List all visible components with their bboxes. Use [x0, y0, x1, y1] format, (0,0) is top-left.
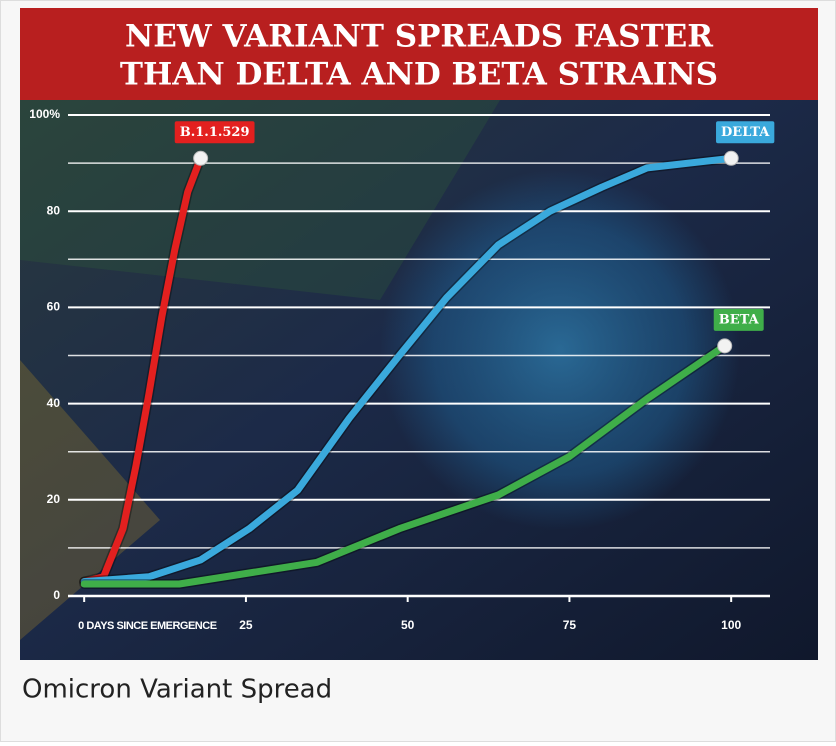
- caption: Omicron Variant Spread: [22, 675, 332, 705]
- x-tick-label: 75: [563, 618, 577, 632]
- series-label-text: DELTA: [721, 125, 770, 140]
- virus-image: [380, 170, 740, 530]
- page: 0 20 40 60 80 100% 0 DAYS SINCE EMERGENCE 25 50 7…: [0, 0, 836, 742]
- y-tick-label: 0: [53, 588, 60, 602]
- title-line: THAN DELTA AND BETA STRAINS: [120, 57, 718, 93]
- series-label-text: B.1.1.529: [180, 125, 250, 140]
- x-tick-label: 0 DAYS SINCE EMERGENCE: [78, 620, 217, 632]
- y-tick-label: 80: [47, 203, 61, 217]
- y-tick-label: 20: [47, 492, 61, 506]
- title-line: NEW VARIANT SPREADS FASTER: [125, 19, 713, 55]
- y-tick-label: 60: [47, 300, 61, 314]
- series-label: BETA: [714, 309, 764, 331]
- x-tick-label: 25: [239, 618, 253, 632]
- y-tick-label: 40: [47, 396, 61, 410]
- x-tick-label: 100: [721, 618, 741, 632]
- series-label: DELTA: [716, 121, 774, 143]
- end-point: [718, 339, 732, 353]
- x-tick-label: 50: [401, 618, 415, 632]
- y-tick-label: 100%: [29, 107, 60, 121]
- end-point: [194, 151, 208, 165]
- end-point: [724, 151, 738, 165]
- series-label: B.1.1.529: [175, 121, 255, 143]
- series-label-text: BETA: [719, 312, 760, 327]
